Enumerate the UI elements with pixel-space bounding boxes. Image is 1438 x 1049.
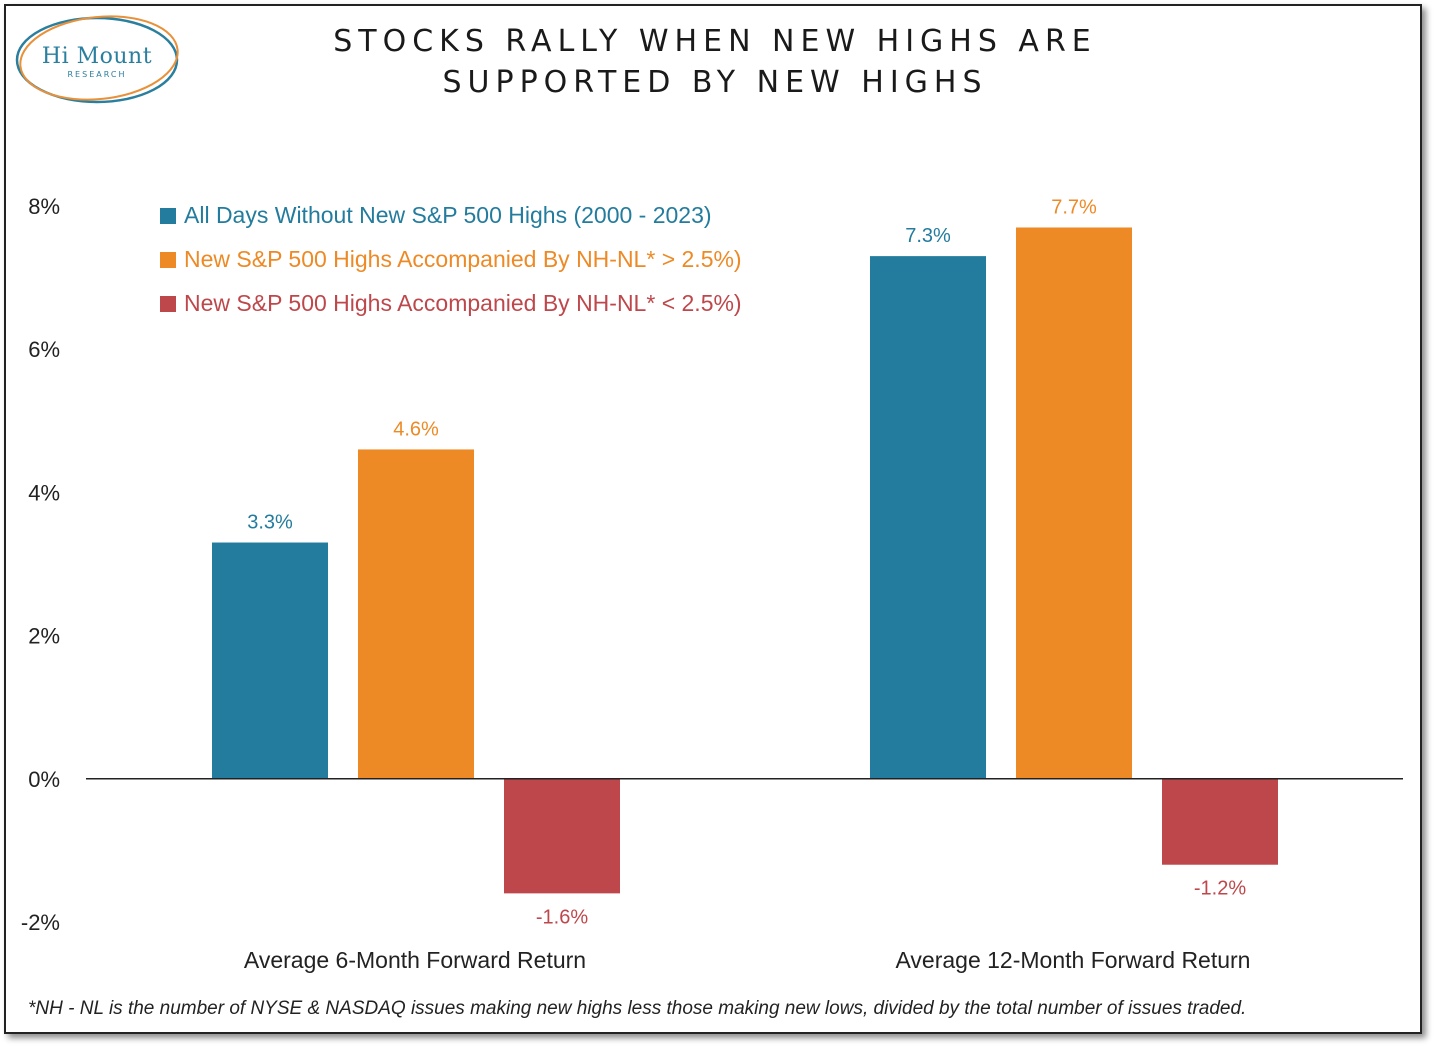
bar: [1162, 778, 1278, 865]
data-label: 3.3%: [247, 512, 293, 534]
legend-swatch-blue: [160, 208, 176, 224]
legend-label-all-days: All Days Without New S&P 500 Highs (2000…: [184, 202, 712, 228]
bar: [212, 542, 328, 779]
data-label: 7.3%: [905, 225, 951, 247]
category-label: Average 12-Month Forward Return: [896, 947, 1251, 973]
y-tick-label: 0%: [28, 767, 60, 792]
legend-swatch-red: [160, 296, 176, 312]
data-label: -1.2%: [1194, 878, 1246, 900]
legend-swatch-orange: [160, 252, 176, 268]
y-tick-label: 6%: [28, 337, 60, 362]
y-tick-label: -2%: [21, 910, 60, 935]
legend-label-above: New S&P 500 Highs Accompanied By NH-NL* …: [184, 246, 742, 272]
bar: [504, 778, 620, 894]
data-label: 7.7%: [1051, 196, 1097, 218]
legend-label-below: New S&P 500 Highs Accompanied By NH-NL* …: [184, 290, 742, 316]
bar: [358, 449, 474, 779]
footnote: *NH - NL is the number of NYSE & NASDAQ …: [28, 998, 1247, 1019]
bar: [1016, 227, 1132, 779]
y-tick-label: 4%: [28, 480, 60, 505]
chart-title-line-1: STOCKS RALLY WHEN NEW HIGHS ARE: [333, 24, 1097, 59]
category-label: Average 6-Month Forward Return: [244, 947, 586, 973]
hi-mount-logo: Hi Mount RESEARCH: [14, 14, 180, 106]
legend-item-below: New S&P 500 Highs Accompanied By NH-NL* …: [160, 290, 742, 317]
data-label: 4.6%: [393, 418, 439, 440]
bar: [870, 256, 986, 779]
y-tick-label: 8%: [28, 194, 60, 219]
y-tick-label: 2%: [28, 624, 60, 649]
chart-title-line-2: SUPPORTED BY NEW HIGHS: [442, 65, 988, 100]
legend-item-above: New S&P 500 Highs Accompanied By NH-NL* …: [160, 246, 742, 273]
logo-subtitle: RESEARCH: [67, 70, 127, 79]
legend-item-all-days: All Days Without New S&P 500 Highs (2000…: [160, 202, 712, 229]
logo-ellipse-graphic: [15, 15, 179, 104]
logo-name: Hi Mount: [41, 44, 153, 69]
data-label: -1.6%: [536, 906, 588, 928]
